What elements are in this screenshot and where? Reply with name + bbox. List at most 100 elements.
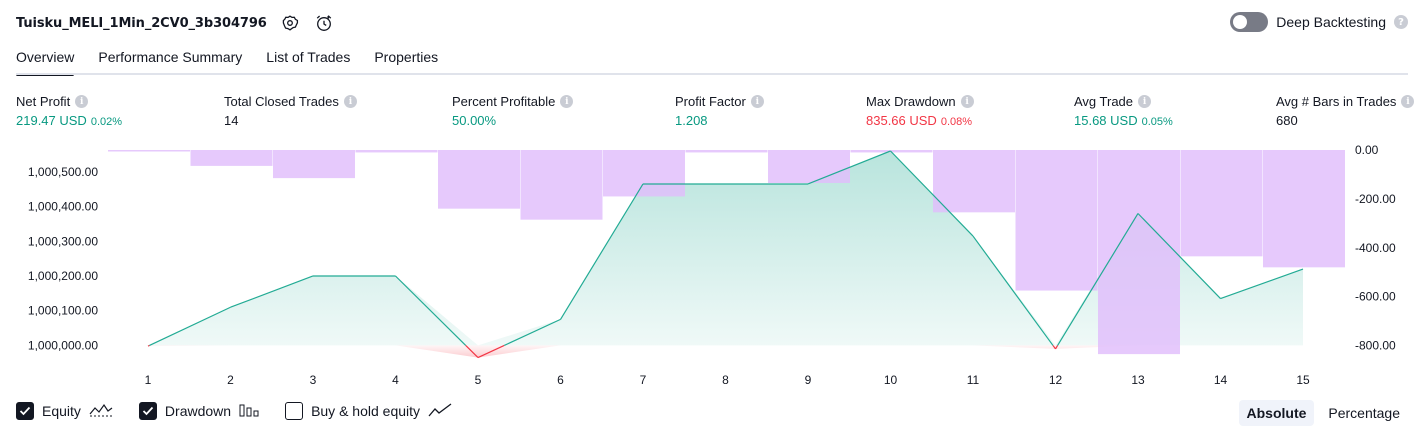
absolute-button[interactable]: Absolute [1238,400,1315,426]
left-axis-tick-label: 1,000,200.00 [28,269,98,283]
equity-line-segment [1052,345,1056,350]
metric-value: 14 [224,113,239,128]
x-axis-tick-label: 12 [1049,373,1063,387]
left-axis-tick-label: 1,000,400.00 [28,200,98,214]
metric-value: 50.00% [452,113,497,128]
strategy-title: Tuisku_MELI_1Min_2CV0_3b304796 [16,15,267,31]
drawdown-bars-icon [239,403,259,420]
info-icon[interactable]: i [750,95,764,108]
info-icon[interactable]: i [343,95,357,108]
drawdown-bar [190,150,273,166]
metric-value: 680 [1276,113,1298,128]
metric-percent: 0.08% [940,116,973,128]
metric-label: Avg Trade [1074,94,1134,109]
help-icon[interactable]: ? [1394,15,1408,29]
drawdown-bar [933,150,1015,213]
equity-line-segment [395,275,467,346]
equity-line-segment [890,150,974,237]
metric-profit-factor: Profit Factor i 1.208 [675,93,764,128]
metric-percent: 0.02% [90,116,123,128]
metric-value: 1.208 [675,113,708,128]
metrics-row: Net Profit i 219.47 USD 0.02% Total Closed… [16,93,1415,133]
equity-line-segment [465,345,479,359]
percentage-button[interactable]: Percentage [1328,405,1400,421]
equity-line-segment [972,235,1054,346]
x-axis-tick-label: 15 [1296,373,1310,387]
metric-avg-trade: Avg Trade i 15.68 USD 0.05% [1074,93,1173,128]
drawdown-bar [1098,150,1180,355]
deep-backtesting-toggle[interactable] [1230,12,1269,32]
info-icon[interactable]: i [1401,95,1415,108]
settings-icon[interactable] [279,12,301,34]
left-axis-tick-label: 1,000,100.00 [28,304,98,318]
metric-label: Total Closed Trades [224,94,339,109]
right-axis-tick-label: -200.00 [1355,192,1396,206]
equity-line-segment [1057,213,1139,346]
equity-line-segment [559,183,644,320]
metric-label: Net Profit [16,94,71,109]
x-axis-tick-label: 4 [392,373,399,387]
buy-hold-checkbox[interactable] [285,402,304,420]
legend-drawdown[interactable]: Drawdown [138,402,259,420]
metric-total-closed-trades: Total Closed Trades i 14 [224,93,357,128]
metric-value: 219.47 USD [16,113,87,128]
x-axis-tick-label: 5 [475,373,482,387]
info-icon[interactable]: i [960,95,974,108]
alarm-clock-icon[interactable] [313,12,335,34]
tab-properties[interactable]: Properties [374,49,439,65]
drawdown-bar [1263,150,1345,268]
info-icon[interactable]: i [1138,95,1152,108]
x-axis-tick-label: 1 [145,373,152,387]
legend-buy-hold[interactable]: Buy & hold equity [285,402,452,420]
tabs-divider [16,73,1408,75]
metric-label: Avg # Bars in Trades [1276,94,1397,109]
right-axis-tick-label: 0.00 [1355,143,1379,157]
buy-hold-line-icon [428,402,452,420]
drawdown-bar [1180,150,1263,257]
equity-checkbox[interactable] [16,402,34,420]
equity-line-segment [147,344,150,347]
metric-net-profit: Net Profit i 219.47 USD 0.02% [16,93,122,128]
drawdown-bar [355,150,438,153]
x-axis-tick-label: 7 [640,373,647,387]
info-icon[interactable]: i [560,95,574,108]
equity-line-segment [503,318,561,346]
metric-label: Percent Profitable [452,94,556,109]
drawdown-bar [438,150,520,209]
drawdown-bar [108,150,190,152]
x-axis-tick-label: 13 [1131,373,1145,387]
metric-label: Max Drawdown [866,94,956,109]
equity-line-segment [807,150,891,185]
tab-performance-summary[interactable]: Performance Summary [98,49,243,65]
legend-drawdown-label: Drawdown [164,403,232,419]
drawdown-checkbox[interactable] [138,402,157,420]
metric-label: Profit Factor [675,94,746,109]
metric-value: 835.66 USD [866,113,937,128]
equity-line-icon [89,403,113,420]
x-axis-tick-label: 14 [1214,373,1228,387]
left-axis-tick-label: 1,000,000.00 [28,338,98,352]
x-axis-tick-label: 10 [884,373,898,387]
info-icon[interactable]: i [75,95,89,108]
drawdown-bar [768,150,850,183]
legend-equity[interactable]: Equity [16,402,113,420]
drawdown-bar [685,150,768,153]
scale-mode-toggle: Absolute Percentage [1238,400,1409,426]
right-axis-tick-label: -400.00 [1355,241,1396,255]
drawdown-bar [1015,150,1098,291]
tab-overview[interactable]: Overview [16,46,75,76]
left-axis-tick-label: 1,000,500.00 [28,165,98,179]
deep-backtesting-label: Deep Backtesting [1276,14,1386,30]
equity-line-segment [149,306,231,346]
drawdown-bar [520,150,603,220]
x-axis-tick-label: 6 [557,373,564,387]
x-axis-tick-label: 3 [310,373,317,387]
strategy-header: Tuisku_MELI_1Min_2CV0_3b304796 [16,10,335,36]
equity-area [148,151,1303,346]
equity-line-segment [477,344,505,359]
legend-equity-label: Equity [42,403,81,419]
tab-list-of-trades[interactable]: List of Trades [266,49,351,65]
x-axis-tick-label: 8 [722,373,729,387]
metric-percent-profitable: Percent Profitable i 50.00% [452,93,574,128]
drawdown-bar [273,150,355,179]
